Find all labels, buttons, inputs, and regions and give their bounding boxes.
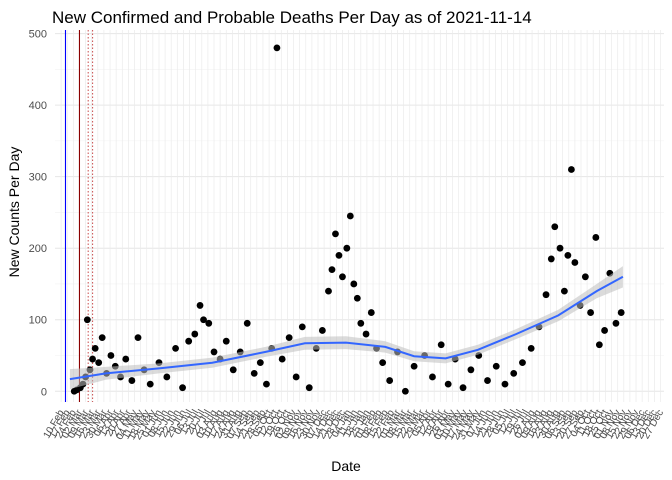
data-point	[210, 348, 218, 356]
y-tick-label: 100	[29, 315, 47, 327]
smooth-line	[69, 275, 624, 381]
y-tick-label: 300	[29, 172, 47, 184]
data-point	[612, 319, 620, 327]
data-point	[318, 327, 326, 334]
data-point	[379, 359, 387, 367]
data-point	[459, 384, 467, 392]
data-point	[510, 369, 518, 377]
data-point	[401, 387, 409, 395]
y-tick-label: 200	[29, 243, 47, 255]
data-point	[353, 294, 361, 302]
data-point	[298, 323, 306, 331]
y-tick-label: 500	[29, 29, 47, 41]
data-point	[196, 302, 204, 309]
data-point	[325, 287, 332, 295]
data-point	[107, 352, 115, 359]
data-point	[128, 377, 136, 384]
x-axis-title: Date	[331, 458, 361, 474]
y-axis-title: New Counts Per Day	[6, 147, 22, 278]
data-point	[601, 327, 608, 334]
data-point	[146, 380, 154, 388]
data-point	[83, 316, 91, 324]
data-point	[200, 316, 207, 324]
data-point	[444, 380, 452, 388]
data-point	[617, 309, 625, 316]
data-point	[350, 280, 358, 288]
data-point	[343, 244, 351, 252]
data-point	[205, 319, 213, 327]
chart-title: New Confirmed and Probable Deaths Per Da…	[52, 8, 532, 27]
data-point	[285, 334, 293, 342]
data-point	[367, 309, 375, 316]
data-point	[410, 362, 418, 370]
data-point	[587, 309, 595, 316]
data-point	[339, 273, 346, 281]
data-point	[273, 44, 281, 52]
data-point	[567, 166, 575, 173]
reference-lines	[64, 30, 94, 402]
data-point	[551, 223, 559, 231]
data-point	[595, 341, 603, 349]
data-point	[571, 259, 579, 266]
data-point	[542, 291, 550, 299]
data-point	[357, 319, 365, 327]
data-point	[592, 234, 600, 241]
data-point	[243, 319, 251, 327]
data-point	[256, 359, 264, 367]
data-point	[263, 380, 270, 388]
data-point	[278, 355, 286, 363]
data-point	[305, 384, 313, 392]
data-point	[185, 337, 193, 345]
data-point	[362, 330, 370, 338]
data-point	[501, 380, 509, 388]
y-axis-ticks: 0 100 200 300 400 500	[29, 29, 47, 399]
data-point	[519, 359, 526, 367]
data-point	[250, 369, 258, 377]
data-point	[179, 384, 186, 392]
data-point	[98, 334, 106, 342]
data-point	[91, 344, 99, 352]
data-point	[429, 373, 436, 381]
data-point	[222, 337, 230, 345]
data-point	[328, 266, 336, 274]
data-point	[172, 344, 179, 352]
data-point	[89, 355, 96, 363]
data-point	[492, 362, 500, 370]
data-point	[467, 366, 475, 374]
data-point	[437, 341, 445, 349]
data-point	[229, 366, 237, 374]
y-tick-label: 0	[41, 386, 47, 398]
data-point	[484, 377, 491, 384]
y-tick-label: 400	[29, 100, 47, 112]
smooth-trend	[69, 266, 624, 390]
data-point	[95, 359, 103, 367]
data-point	[191, 330, 199, 338]
data-point	[346, 212, 354, 220]
data-point	[386, 377, 394, 384]
data-point	[581, 273, 589, 281]
data-point	[547, 255, 555, 263]
data-point	[332, 230, 339, 238]
data-point	[335, 251, 343, 259]
data-point	[527, 344, 535, 352]
data-point	[122, 355, 130, 363]
data-point	[560, 287, 568, 295]
data-point	[564, 251, 572, 259]
data-point	[292, 373, 300, 381]
data-point	[134, 334, 142, 342]
data-point	[556, 244, 564, 252]
data-point	[163, 373, 171, 381]
confidence-band	[69, 266, 623, 390]
